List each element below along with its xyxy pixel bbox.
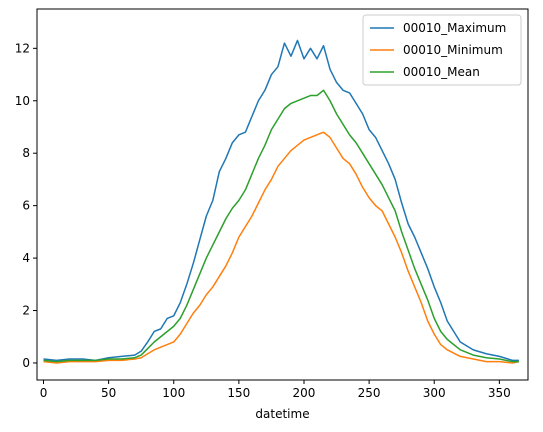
x-tick-label: 250 xyxy=(358,386,381,400)
series-line-1 xyxy=(43,131,520,364)
y-tick-label: 4 xyxy=(22,251,30,265)
series-line-2 xyxy=(43,89,519,363)
x-tick-label: 300 xyxy=(423,386,446,400)
y-axis: 0 2 4 6 8 10 12 xyxy=(15,41,37,370)
y-tick-label: 2 xyxy=(22,304,30,318)
y-tick-label: 8 xyxy=(22,146,30,160)
series-line-0 xyxy=(43,39,519,362)
x-tick-label: 0 xyxy=(40,386,48,400)
y-tick-label: 12 xyxy=(15,41,30,55)
legend-label: 00010_Minimum xyxy=(403,43,503,57)
x-tick-label: 150 xyxy=(227,386,250,400)
y-tick-label: 0 xyxy=(22,356,30,370)
x-tick-label: 100 xyxy=(162,386,185,400)
x-tick-label: 50 xyxy=(101,386,116,400)
x-tick-label: 200 xyxy=(293,386,316,400)
x-axis: 0 50 100 150 200 250 300 350 xyxy=(40,380,511,400)
legend-box xyxy=(362,14,522,86)
x-axis-label: datetime xyxy=(255,407,309,421)
y-tick-label: 10 xyxy=(15,94,30,108)
legend-label: 00010_Mean xyxy=(403,65,480,79)
x-tick-label: 350 xyxy=(488,386,511,400)
legend: 00010_Maximum 00010_Minimum 00010_Mean xyxy=(362,14,522,86)
legend-label: 00010_Maximum xyxy=(403,21,506,35)
plot-lines xyxy=(43,39,520,364)
plot-frame xyxy=(36,8,529,381)
y-tick-label: 6 xyxy=(22,199,30,213)
